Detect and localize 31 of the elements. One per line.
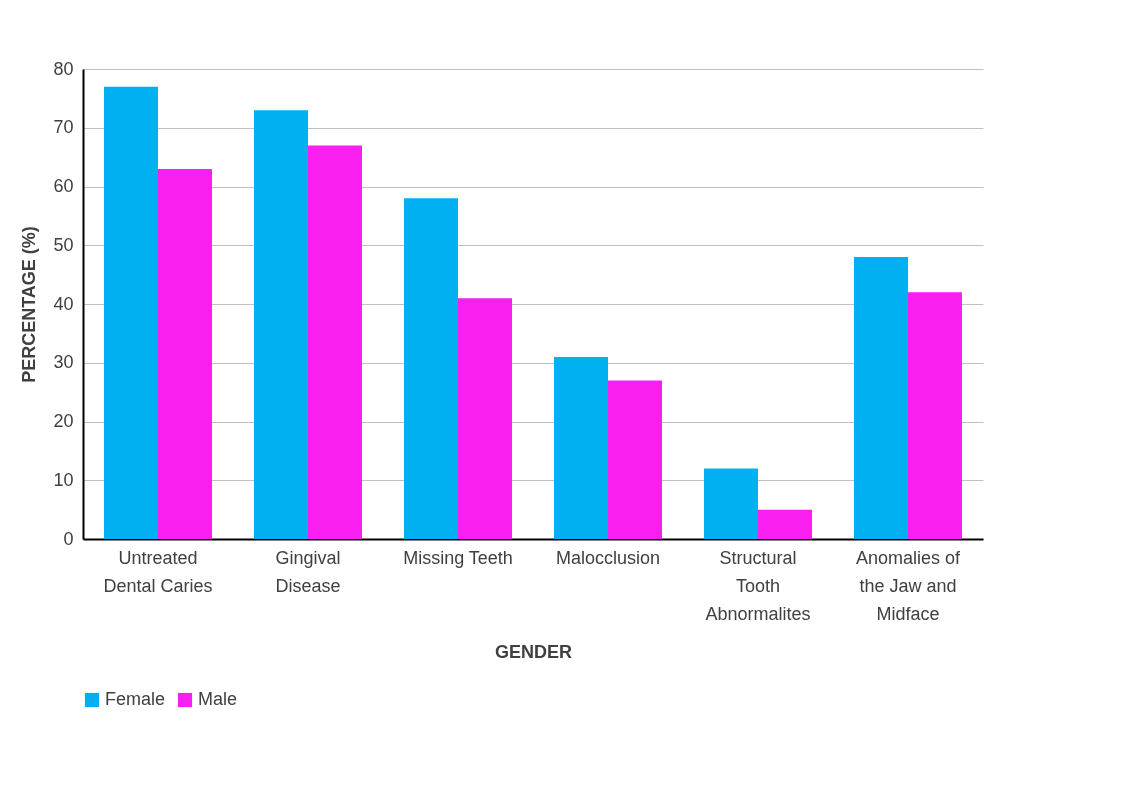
x-tick-label: Structural Tooth Abnormalites [705,547,811,624]
bar [158,168,212,539]
bar [908,292,962,539]
bar [308,145,362,539]
y-tick-label: 20 [53,411,74,431]
bar [554,356,608,539]
legend-label: Male [198,689,238,709]
x-tick-label: Malocclusion [555,547,661,568]
y-tick-label: 30 [53,352,74,373]
y-tick-label: 40 [53,293,74,314]
bar [704,468,758,539]
bar [608,380,662,539]
y-tick-label: 60 [53,176,74,196]
y-tick-label: 70 [53,117,74,138]
y-tick-label: 10 [53,469,74,490]
bar [758,509,812,539]
bar [854,257,908,539]
y-axis-title: PERCENTAGE (%) [19,226,40,383]
x-axis-title: GENDER [494,641,573,662]
y-tick-label: 0 [63,528,74,549]
bar [404,198,458,539]
y-tick-label: 80 [53,58,74,79]
bar [458,298,512,539]
x-tick-label: Missing Teeth [403,547,513,568]
legend-label: Female [105,689,166,709]
x-tick-label: Anomalies of the Jaw and Midface [855,547,962,624]
x-tick-label: Gingival Disease [275,547,341,596]
bar [104,86,158,539]
bar [254,110,308,539]
x-tick-label: Untreated Dental Caries [103,547,213,596]
y-tick-label: 50 [53,234,74,255]
